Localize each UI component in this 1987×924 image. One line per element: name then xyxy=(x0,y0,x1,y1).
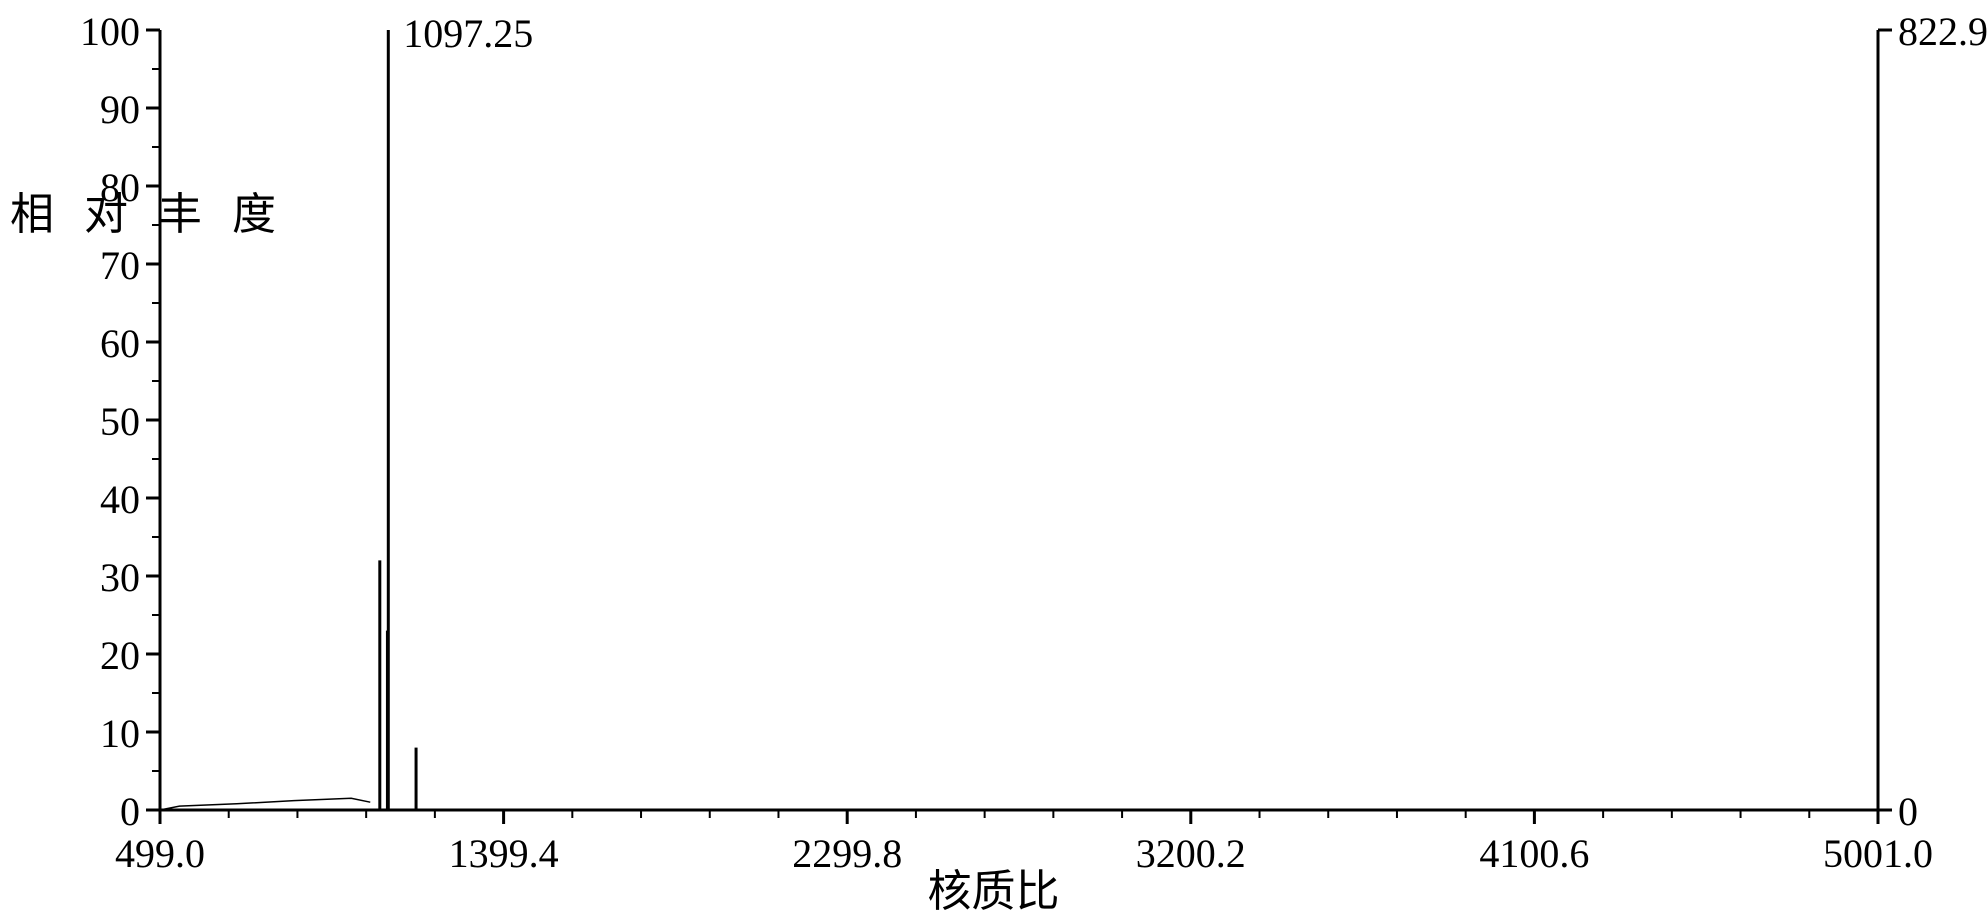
y-tick-label: 20 xyxy=(100,632,140,679)
x-tick-label: 499.0 xyxy=(90,830,230,877)
y-tick-label: 0 xyxy=(120,788,140,835)
x-tick-label: 1399.4 xyxy=(434,830,574,877)
y-tick-label: 10 xyxy=(100,710,140,757)
y-tick-label: 100 xyxy=(80,8,140,55)
y-label-char-4: 度 xyxy=(232,180,306,250)
x-tick-label: 3200.2 xyxy=(1121,830,1261,877)
chart-svg xyxy=(0,0,1987,924)
y-tick-label: 90 xyxy=(100,86,140,133)
y2-tick-label: 822.9 xyxy=(1898,8,1987,55)
y2-tick-label: 0 xyxy=(1898,788,1918,835)
x-tick-label: 2299.8 xyxy=(777,830,917,877)
y-tick-label: 50 xyxy=(100,398,140,445)
y-tick-label: 80 xyxy=(100,164,140,211)
y-tick-label: 30 xyxy=(100,554,140,601)
y-tick-label: 40 xyxy=(100,476,140,523)
x-tick-label: 4100.6 xyxy=(1464,830,1604,877)
mass-spectrum-chart: 相 对 丰 度 核质比 0 10 20 30 40 50 60 70 80 90 100 499.0… xyxy=(0,0,1987,924)
y-axis-label: 相 对 丰 度 xyxy=(10,180,306,250)
y-tick-label: 70 xyxy=(100,242,140,289)
y-label-char-3: 丰 xyxy=(158,180,232,250)
y-tick-label: 60 xyxy=(100,320,140,367)
y-label-char-1: 相 xyxy=(10,180,84,250)
peak-label: 1097.25 xyxy=(403,10,533,57)
x-axis-label: 核质比 xyxy=(928,855,1060,919)
x-tick-label: 5001.0 xyxy=(1808,830,1948,877)
